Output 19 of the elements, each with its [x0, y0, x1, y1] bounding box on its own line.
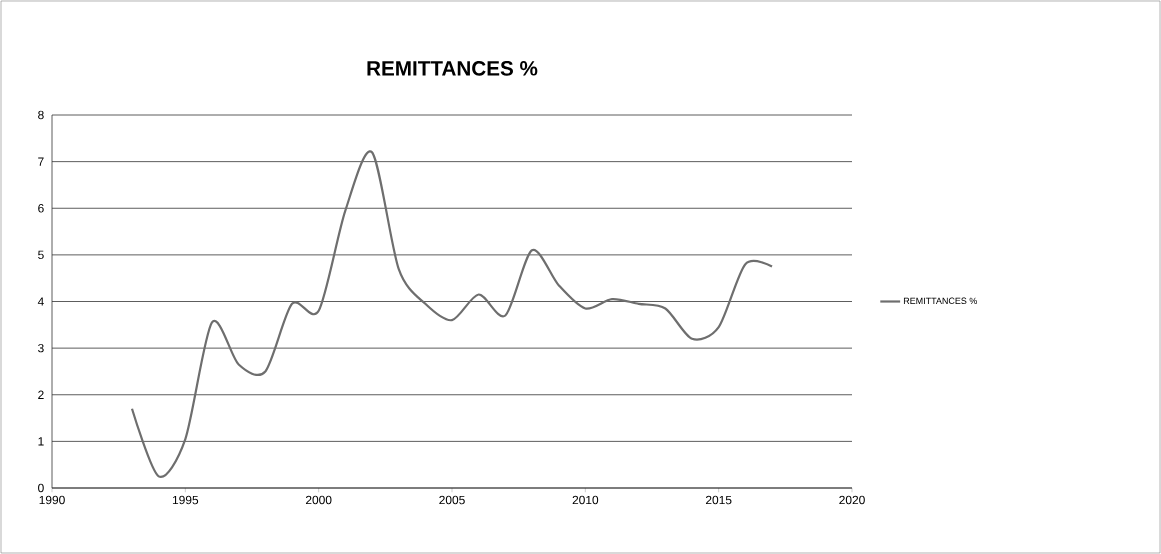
- y-tick-label: 3: [38, 343, 44, 353]
- line-series: [130, 151, 774, 478]
- x-tick-label: 2010: [572, 495, 599, 505]
- x-tick-label: 1990: [39, 495, 65, 505]
- y-tick-label: 8: [38, 110, 44, 120]
- x-tick-label: 2015: [705, 495, 732, 505]
- x-tick-label: 2020: [839, 495, 865, 505]
- y-tick-label: 4: [37, 297, 44, 306]
- x-tick-label: 2005: [439, 495, 465, 505]
- y-tick-label: 5: [38, 250, 44, 260]
- y-tick-label: 7: [38, 157, 44, 166]
- chart-title: REMITTANCES %: [367, 61, 538, 76]
- x-tick-label: 2000: [305, 495, 332, 505]
- y-tick-label: 2: [38, 390, 44, 399]
- y-tick-label: 0: [38, 483, 44, 493]
- y-tick-label: 6: [38, 204, 44, 213]
- y-tick-label: 1: [38, 437, 44, 446]
- x-tick-label: 1995: [172, 495, 199, 505]
- legend-label: REMITTANCES %: [903, 297, 977, 304]
